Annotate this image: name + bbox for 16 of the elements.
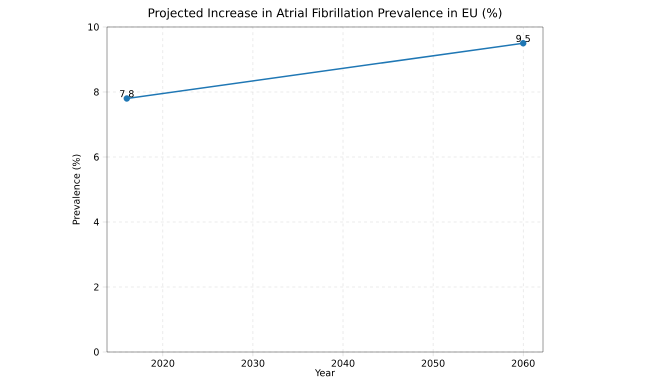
chart-title: Projected Increase in Atrial Fibrillation Prevalence in EU (%)	[148, 8, 502, 20]
x-tick-label: 2030	[242, 360, 264, 367]
x-axis-title: Year	[314, 369, 336, 376]
y-tick-label: 8	[94, 88, 99, 96]
data-label: 7.8	[120, 90, 134, 98]
y-tick-label: 10	[88, 23, 99, 31]
x-tick-label: 2020	[151, 360, 174, 367]
x-tick-label: 2050	[422, 360, 445, 367]
y-tick-label: 0	[94, 348, 99, 356]
y-axis-title: Prevalence (%)	[72, 154, 81, 224]
data-label: 9.5	[516, 34, 530, 42]
y-tick-label: 6	[94, 153, 99, 161]
y-tick-label: 2	[94, 283, 98, 291]
x-tick-label: 2040	[332, 360, 354, 367]
x-tick-label: 2060	[512, 360, 535, 367]
y-tick-label: 4	[94, 218, 99, 226]
